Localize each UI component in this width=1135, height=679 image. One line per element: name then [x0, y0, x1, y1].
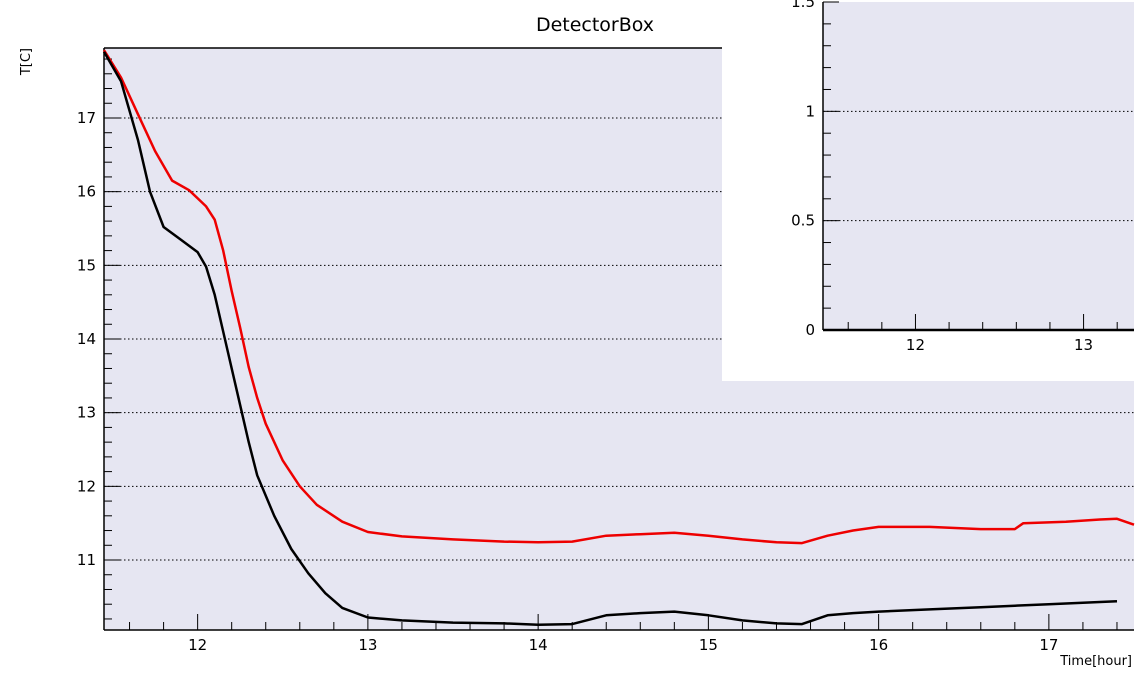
x-tick-label: 12	[906, 336, 925, 354]
x-tick-label: 16	[869, 636, 888, 654]
y-tick-label: 15	[77, 256, 96, 274]
plot-frame	[823, 2, 1134, 330]
y-tick-label: 1	[805, 102, 815, 120]
series-line	[102, 49, 1135, 545]
y-tick-label: 17	[77, 109, 96, 127]
x-tick-label: 15	[699, 636, 718, 654]
x-axis-title: Time[hour]	[1059, 654, 1132, 669]
y-tick-label: 0	[805, 321, 815, 339]
series-line	[102, 51, 1118, 627]
y-axis-title: T[C]	[19, 48, 34, 76]
y-tick-label: 12	[77, 477, 96, 495]
y-tick-label: 0.5	[791, 212, 815, 230]
inset-chart: 12 13 0 0.5 1 1.5	[722, 0, 1135, 381]
y-tick-label: 14	[77, 330, 96, 348]
x-tick-label: 17	[1039, 636, 1058, 654]
x-tick-label: 13	[358, 636, 377, 654]
chart-title: DetectorBox	[536, 14, 654, 36]
x-tick-label: 14	[529, 636, 548, 654]
x-tick-label: 12	[188, 636, 207, 654]
x-tick-label: 13	[1074, 336, 1093, 354]
y-tick-label: 11	[77, 551, 96, 569]
y-tick-label: 16	[77, 183, 96, 201]
y-tick-label: 13	[77, 404, 96, 422]
y-tick-label: 1.5	[791, 0, 815, 11]
